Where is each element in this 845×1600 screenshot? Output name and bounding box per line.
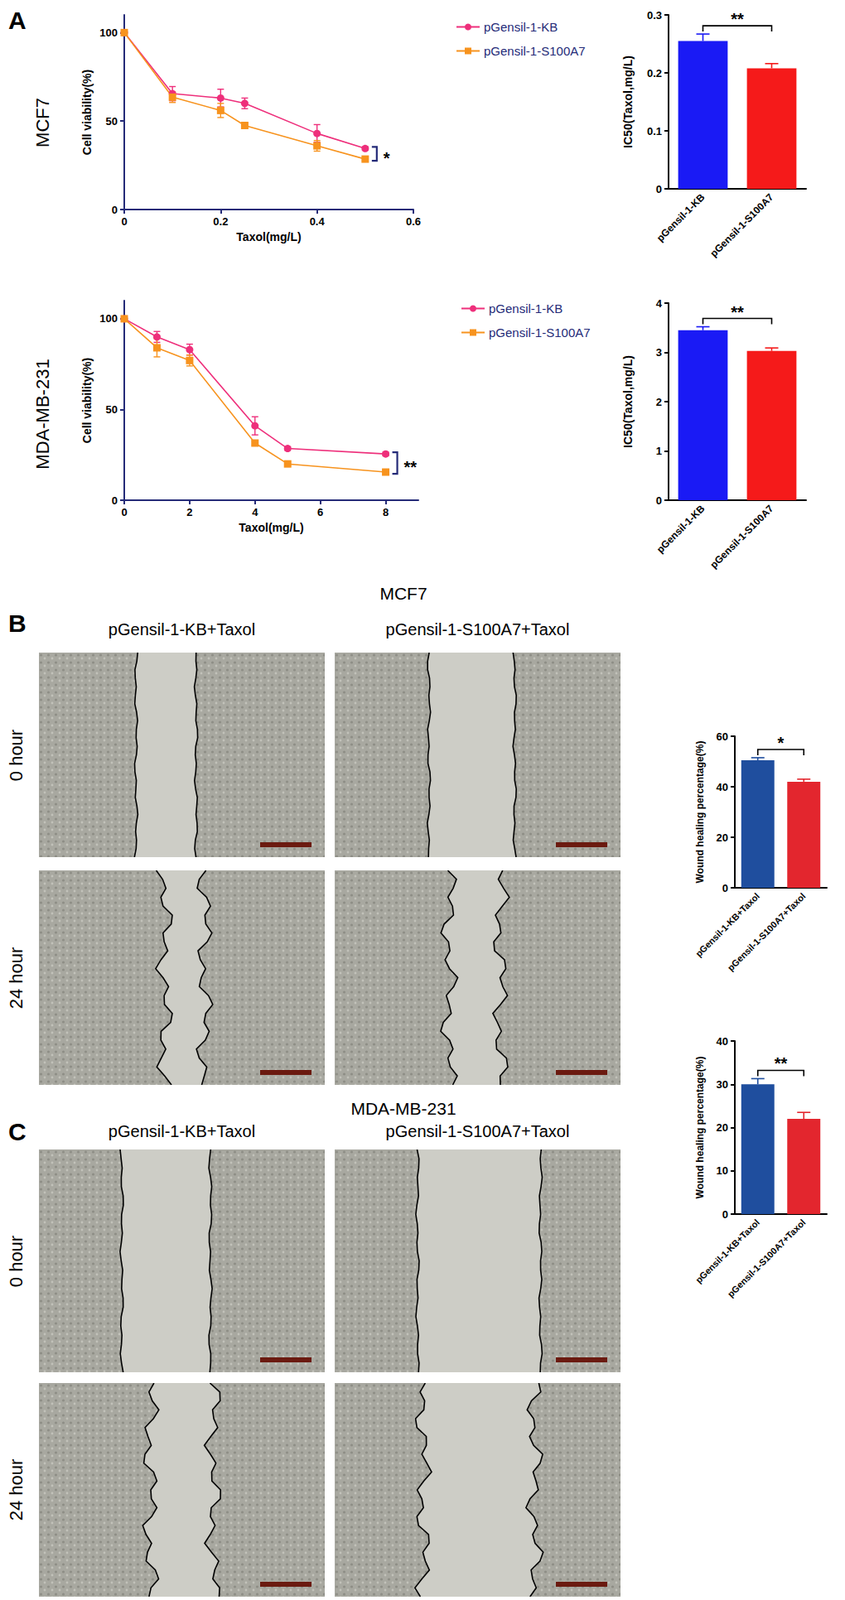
svg-text:0.4: 0.4: [309, 215, 326, 228]
svg-text:20: 20: [716, 831, 729, 845]
svg-text:pGensil-1-S100A7+Taxol: pGensil-1-S100A7+Taxol: [725, 1217, 808, 1300]
svg-text:1: 1: [656, 444, 662, 458]
svg-text:*: *: [777, 733, 785, 753]
html-text:24 hour: 24 hour: [5, 947, 27, 1009]
svg-text:50: 50: [106, 403, 118, 416]
html-text:C: C: [8, 1118, 27, 1146]
html-text:pGensil-1-S100A7+Taxol: pGensil-1-S100A7+Taxol: [385, 1122, 570, 1141]
svg-text:60: 60: [716, 730, 729, 744]
svg-text:pGensil-1-KB+Taxol: pGensil-1-KB+Taxol: [693, 1217, 762, 1286]
svg-text:IC50(Taxol,mg/L): IC50(Taxol,mg/L): [621, 355, 635, 449]
svg-text:0: 0: [722, 882, 729, 895]
svg-text:**: **: [774, 1054, 788, 1073]
svg-text:pGensil-1-KB: pGensil-1-KB: [654, 502, 708, 556]
svg-text:pGensil-1-S100A7: pGensil-1-S100A7: [707, 191, 776, 260]
svg-text:50: 50: [106, 115, 118, 128]
svg-text:pGensil-1-KB+Taxol: pGensil-1-KB+Taxol: [693, 891, 762, 960]
html-text:pGensil-1-KB+Taxol: pGensil-1-KB+Taxol: [108, 1122, 256, 1141]
html-text:pGensil-1-KB+Taxol: pGensil-1-KB+Taxol: [108, 620, 256, 639]
svg-text:40: 40: [716, 781, 729, 794]
svg-text:**: **: [730, 303, 744, 322]
html-text:0 hour: 0 hour: [5, 1235, 27, 1288]
svg-text:4: 4: [656, 297, 663, 310]
html-text:0 hour: 0 hour: [5, 729, 27, 781]
svg-text:Cell viability(%): Cell viability(%): [80, 69, 94, 155]
svg-text:0.1: 0.1: [647, 125, 662, 138]
svg-text:**: **: [730, 9, 744, 29]
svg-text:*: *: [383, 149, 391, 168]
html-text:MCF7: MCF7: [379, 584, 428, 604]
html-text:MDA-MB-231: MDA-MB-231: [350, 1099, 457, 1119]
html-text:MCF7: MCF7: [32, 97, 54, 148]
html-text:B: B: [8, 609, 27, 638]
svg-text:30: 30: [716, 1078, 729, 1092]
svg-text:0: 0: [656, 183, 662, 196]
svg-text:pGensil-1-KB: pGensil-1-KB: [488, 301, 563, 316]
svg-text:0.2: 0.2: [647, 67, 662, 80]
svg-text:0: 0: [656, 494, 662, 507]
svg-text:3: 3: [656, 346, 662, 359]
svg-text:100: 100: [99, 26, 118, 39]
svg-text:IC50(Taxol,mg/L): IC50(Taxol,mg/L): [621, 55, 635, 149]
svg-text:pGensil-1-S100A7: pGensil-1-S100A7: [483, 43, 586, 58]
svg-text:0.2: 0.2: [212, 215, 228, 228]
svg-text:Taxol(mg/L): Taxol(mg/L): [236, 230, 301, 244]
svg-text:10: 10: [716, 1164, 729, 1178]
svg-text:20: 20: [716, 1121, 729, 1135]
svg-text:8: 8: [382, 506, 389, 519]
svg-text:Cell viability(%): Cell viability(%): [80, 357, 94, 444]
svg-text:pGensil-1-S100A7+Taxol: pGensil-1-S100A7+Taxol: [725, 891, 808, 974]
html-text:pGensil-1-S100A7+Taxol: pGensil-1-S100A7+Taxol: [385, 620, 570, 639]
svg-text:pGensil-1-S100A7: pGensil-1-S100A7: [488, 325, 591, 340]
svg-text:100: 100: [99, 312, 118, 325]
svg-text:0: 0: [111, 203, 118, 217]
svg-text:4: 4: [251, 506, 259, 519]
svg-text:40: 40: [716, 1035, 729, 1048]
svg-text:pGensil-1-KB: pGensil-1-KB: [654, 191, 708, 245]
svg-text:0: 0: [120, 215, 127, 228]
svg-text:pGensil-1-KB: pGensil-1-KB: [483, 19, 558, 34]
svg-text:0.3: 0.3: [647, 9, 662, 22]
svg-text:2: 2: [186, 506, 193, 519]
svg-text:2: 2: [656, 395, 662, 409]
html-text:24 hour: 24 hour: [5, 1459, 27, 1522]
svg-text:Taxol(mg/L): Taxol(mg/L): [238, 521, 304, 535]
html-text:MDA-MB-231: MDA-MB-231: [32, 359, 54, 470]
svg-text:0.6: 0.6: [405, 215, 421, 228]
svg-text:0: 0: [111, 494, 118, 507]
svg-text:**: **: [404, 458, 418, 477]
svg-text:0: 0: [120, 506, 127, 519]
svg-text:Wound healing percentage(%): Wound healing percentage(%): [694, 1057, 706, 1200]
svg-text:Wound healing percentage(%): Wound healing percentage(%): [694, 741, 706, 884]
svg-text:pGensil-1-S100A7: pGensil-1-S100A7: [707, 502, 776, 571]
svg-text:0: 0: [722, 1208, 729, 1222]
html-text:A: A: [8, 6, 27, 34]
svg-text:6: 6: [317, 506, 324, 519]
